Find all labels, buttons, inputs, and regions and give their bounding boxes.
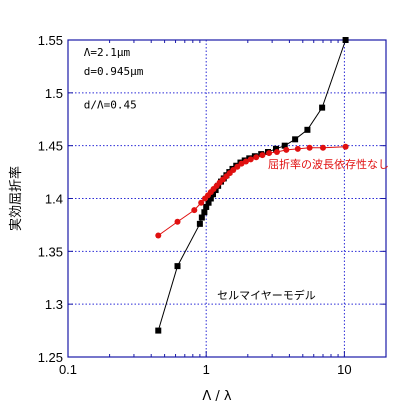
x-tick-label: 1 [203, 362, 210, 377]
data-point-square [210, 191, 217, 198]
data-point-circle [238, 160, 245, 167]
data-point-circle [230, 166, 237, 173]
data-point-square [205, 199, 212, 206]
data-point-circle [242, 158, 249, 165]
data-point-square [201, 209, 208, 216]
data-point-square [342, 37, 349, 43]
y-tick-label: 1.55 [38, 33, 63, 48]
data-point-circle [294, 145, 301, 152]
data-point-circle [319, 144, 326, 151]
data-point-circle [191, 207, 198, 214]
x-tick-label: 0.1 [59, 362, 77, 377]
data-point-circle [342, 143, 349, 150]
data-point-circle [273, 149, 280, 156]
x-axis-label: Λ / λ [202, 389, 232, 404]
data-point-square [319, 104, 326, 111]
data-point-square [196, 220, 203, 227]
data-point-square [198, 214, 205, 221]
data-point-circle [253, 154, 260, 161]
data-point-circle [247, 156, 254, 163]
y-tick-label: 1.4 [45, 192, 63, 207]
y-tick-label: 1.3 [45, 297, 63, 312]
data-point-circle [174, 218, 181, 225]
data-point-circle [198, 199, 205, 206]
y-axis-label: 実効屈折率 [8, 166, 24, 231]
annotation-text: Λ=2.1μm [84, 46, 131, 59]
data-point-square [273, 145, 280, 152]
data-point-square [207, 195, 214, 202]
data-point-circle [266, 150, 273, 157]
y-tick-label: 1.25 [38, 350, 63, 365]
annotation-text: d=0.945μm [84, 65, 144, 78]
data-point-circle [259, 152, 266, 159]
plot-frame [67, 39, 387, 358]
data-point-square [155, 327, 162, 334]
data-point-square [203, 203, 210, 210]
data-point-circle [234, 163, 241, 170]
data-point-circle [306, 144, 313, 151]
data-point-square [174, 263, 181, 270]
data-point-circle [155, 232, 162, 239]
y-tick-label: 1.45 [38, 139, 63, 154]
series-label: 屈折率の波長依存性なし [268, 157, 389, 171]
x-tick-label: 10 [337, 362, 351, 377]
data-point-square [304, 126, 311, 133]
data-point-square [281, 142, 288, 149]
series-label: セルマイヤーモデル [217, 288, 316, 302]
y-tick-label: 1.35 [38, 244, 63, 259]
annotation-text: d/Λ=0.45 [84, 99, 137, 112]
data-point-square [292, 136, 299, 143]
data-point-circle [283, 146, 290, 153]
y-tick-label: 1.5 [45, 86, 63, 101]
